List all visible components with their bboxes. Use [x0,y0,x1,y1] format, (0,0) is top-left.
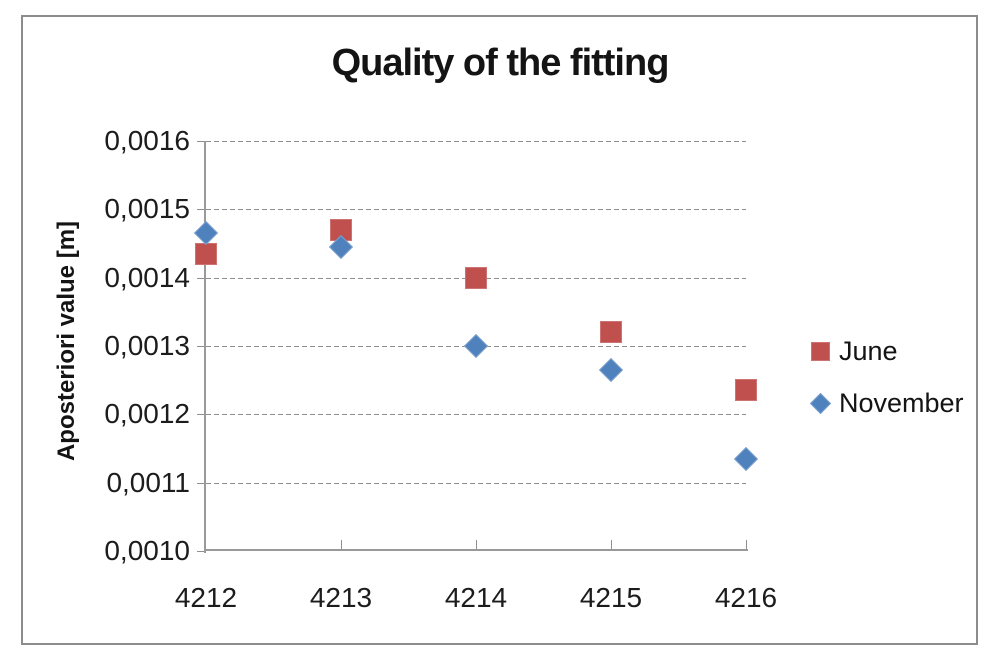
x-axis-tick-label: 4213 [309,582,373,613]
legend-marker-wrap [809,392,835,414]
gridline [206,483,746,484]
y-tick-mark [197,209,204,210]
y-tick-mark [197,278,204,279]
data-point-june-4215 [600,321,622,344]
x-axis-line [204,549,748,551]
square-marker-icon [811,341,830,361]
data-point-june-4216 [735,379,757,402]
data-point-june-4212 [195,242,217,265]
x-tick-mark [746,540,747,549]
y-axis-tick-label: 0,0016 [104,125,190,156]
x-tick-mark [476,540,477,549]
x-axis-tick-label: 4214 [444,582,508,613]
x-tick-mark [341,540,342,549]
data-point-november-4214 [463,333,489,359]
y-tick-mark [197,414,204,415]
legend-item-november: November [809,387,964,418]
y-axis-title: Aposteriori value [m] [53,220,80,462]
x-axis-tick-label: 4212 [174,582,238,613]
y-axis-tick-label: 0,0014 [104,262,190,293]
chart-title: Quality of the fitting [331,42,670,84]
x-axis-tick-label: 4215 [579,582,643,613]
diamond-marker-icon [809,392,832,414]
gridline [206,209,746,210]
x-tick-mark [611,540,612,549]
y-tick-mark [197,551,204,552]
y-axis-tick-label: 0,0010 [104,535,190,566]
legend-item-june: June [811,336,964,366]
chart-legend: June November [809,336,964,418]
y-axis-tick-label: 0,0013 [104,330,190,361]
data-point-november-4215 [598,357,624,382]
gridline [206,414,746,415]
y-axis-tick-label: 0,0012 [104,398,190,429]
y-tick-mark [197,483,204,484]
y-axis-tick-label: 0,0011 [106,467,190,498]
legend-label: November [839,387,964,418]
y-tick-mark [197,141,204,142]
chart-frame [21,15,978,645]
gridline [206,141,746,142]
y-axis-tick-label: 0,0015 [104,193,190,224]
y-tick-mark [197,346,204,347]
plot-area: 0,0016 0,0015 0,0014 0,0013 0,0012 0,0011 0,00… [104,125,777,613]
x-axis-tick-label: 4216 [714,582,778,613]
data-point-june-4214 [465,266,487,289]
legend-marker-wrap [811,341,835,361]
y-axis-line [204,141,206,553]
legend-label: June [839,335,898,366]
